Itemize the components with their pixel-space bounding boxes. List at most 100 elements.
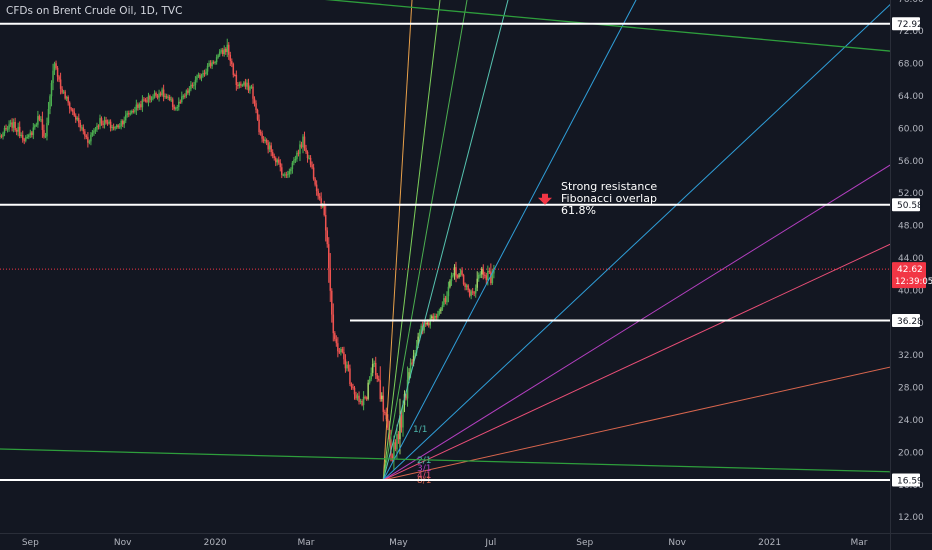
candle-body (181, 96, 183, 103)
candle-body (247, 82, 250, 91)
candle-body (5, 127, 7, 130)
candle-body (235, 74, 238, 86)
candle-body (171, 99, 174, 107)
candle-body (184, 95, 186, 97)
candle-body (467, 285, 469, 290)
candle-body (431, 316, 433, 318)
candle-body (158, 93, 160, 98)
annotation-line-3: 61.8% (561, 204, 596, 217)
candle-body (446, 296, 448, 303)
x-tick-label: 2021 (758, 538, 781, 548)
candle-body (9, 122, 12, 125)
candle-body (202, 72, 204, 76)
fan-label: 3/1 (417, 464, 431, 474)
level-price-label: 50.58 (897, 201, 923, 211)
trend-line-lower (0, 448, 890, 473)
candle-body (150, 99, 153, 101)
fan-line (383, 366, 890, 481)
candle-body (465, 285, 468, 288)
candle-body (0, 135, 1, 137)
candle-body (396, 434, 398, 450)
candle-body (11, 122, 13, 128)
candle-body (297, 152, 300, 154)
candle-body (106, 122, 109, 124)
candle-body (240, 83, 242, 86)
fan-line (382, 4, 890, 481)
candle-body (408, 372, 410, 380)
candle-body (324, 214, 327, 231)
candle-body (174, 108, 177, 110)
candle-body (274, 158, 277, 163)
candle-body (397, 434, 400, 440)
candle-body (309, 157, 312, 165)
candle-body (458, 274, 460, 278)
level-price-tag (892, 17, 920, 31)
y-tick-label: 32.00 (898, 351, 924, 361)
y-tick-label: 64.00 (898, 92, 924, 102)
candle-body (462, 275, 465, 285)
candle-body (179, 101, 182, 103)
candle-body (491, 273, 494, 284)
candle-body (481, 268, 483, 275)
candle-body (364, 396, 366, 398)
candle-body (444, 298, 447, 303)
candle-body (58, 76, 60, 80)
candle-body (399, 415, 401, 440)
candle-body (208, 63, 210, 66)
candle-body (479, 274, 482, 276)
candle-body (432, 316, 435, 320)
candle-body (224, 48, 227, 53)
candle-body (331, 290, 333, 315)
candle-body (68, 102, 71, 109)
level-price-label: 72.92 (897, 20, 923, 30)
candle-body (29, 132, 32, 136)
candle-body (137, 104, 139, 108)
candle-body (138, 104, 141, 108)
candle-body (459, 270, 462, 275)
candle-body (341, 348, 344, 353)
candle-body (270, 145, 272, 153)
candle-body (96, 125, 98, 130)
candle-body (141, 99, 144, 108)
candle-body (429, 317, 432, 326)
candle-body (114, 127, 116, 129)
candle-body (473, 292, 475, 294)
candle-body (359, 400, 362, 403)
candle-body (47, 108, 50, 124)
level-price-tag (892, 198, 920, 212)
candle-body (238, 83, 241, 87)
candle-body (358, 395, 360, 403)
candle-body (87, 137, 89, 143)
candle-body (400, 415, 403, 428)
candle-body (412, 355, 415, 364)
candle-body (273, 155, 275, 159)
candle-body (382, 395, 385, 412)
candle-body (178, 101, 180, 107)
candle-body (73, 111, 75, 116)
candle-body (293, 160, 295, 163)
candle-body (367, 382, 369, 399)
candle-body (415, 345, 418, 353)
candle-body (91, 132, 94, 135)
level-price-tag (892, 314, 920, 328)
candle-body (194, 79, 197, 86)
candle-body (456, 276, 459, 278)
candle-body (209, 63, 212, 67)
candle-body (112, 126, 115, 129)
candle-body (146, 100, 148, 102)
candle-body (252, 86, 254, 99)
candle-body (62, 91, 65, 93)
candle-body (434, 315, 436, 320)
candle-body (135, 104, 138, 111)
candle-body (93, 130, 95, 133)
candle-body (35, 124, 38, 126)
candle-body (244, 82, 247, 87)
candle-body (368, 379, 371, 383)
candle-body (303, 136, 306, 149)
candle-body (370, 372, 372, 380)
candle-body (28, 135, 30, 138)
y-tick-label: 28.00 (898, 384, 924, 394)
candle-body (453, 267, 456, 275)
